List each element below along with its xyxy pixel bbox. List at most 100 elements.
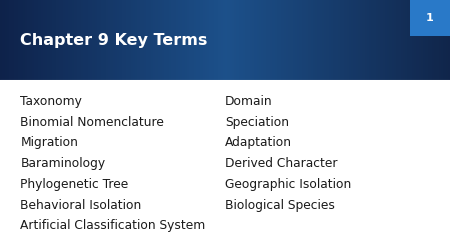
- Text: Speciation: Speciation: [225, 115, 289, 128]
- Bar: [274, 0, 277, 81]
- Bar: [56, 0, 58, 81]
- Bar: [351, 0, 353, 81]
- Bar: [272, 0, 274, 81]
- Bar: [225, 0, 227, 81]
- Bar: [140, 0, 142, 81]
- Bar: [76, 0, 79, 81]
- Bar: [110, 0, 112, 81]
- Bar: [40, 0, 43, 81]
- Bar: [146, 0, 148, 81]
- Bar: [302, 0, 304, 81]
- Bar: [317, 0, 320, 81]
- Bar: [304, 0, 306, 81]
- Bar: [214, 0, 216, 81]
- Bar: [54, 0, 56, 81]
- Text: Biological Species: Biological Species: [225, 198, 335, 211]
- Bar: [356, 0, 358, 81]
- Bar: [79, 0, 81, 81]
- Bar: [400, 0, 403, 81]
- Bar: [448, 0, 450, 81]
- Bar: [117, 0, 119, 81]
- Text: Derived Character: Derived Character: [225, 156, 338, 169]
- Bar: [446, 0, 448, 81]
- Bar: [286, 0, 288, 81]
- Bar: [232, 0, 234, 81]
- Bar: [36, 0, 38, 81]
- Bar: [234, 0, 236, 81]
- Bar: [99, 0, 101, 81]
- Bar: [74, 0, 76, 81]
- Bar: [360, 0, 362, 81]
- Bar: [245, 0, 248, 81]
- Bar: [378, 0, 380, 81]
- Bar: [441, 0, 443, 81]
- Bar: [250, 0, 252, 81]
- Bar: [394, 0, 396, 81]
- Bar: [407, 0, 410, 81]
- Bar: [97, 0, 99, 81]
- Bar: [70, 0, 72, 81]
- Bar: [434, 0, 436, 81]
- Bar: [142, 0, 144, 81]
- Bar: [164, 0, 166, 81]
- Bar: [153, 0, 155, 81]
- Bar: [126, 0, 128, 81]
- Bar: [124, 0, 126, 81]
- Bar: [353, 0, 356, 81]
- Bar: [16, 0, 18, 81]
- Bar: [270, 0, 272, 81]
- Bar: [297, 0, 299, 81]
- Bar: [432, 0, 434, 81]
- Bar: [184, 0, 187, 81]
- Bar: [290, 0, 292, 81]
- Bar: [160, 0, 162, 81]
- Bar: [340, 0, 342, 81]
- Bar: [180, 0, 182, 81]
- Bar: [178, 0, 180, 81]
- Text: Baraminology: Baraminology: [20, 156, 105, 169]
- Bar: [191, 0, 194, 81]
- Bar: [268, 0, 270, 81]
- Bar: [295, 0, 297, 81]
- Bar: [189, 0, 191, 81]
- Bar: [151, 0, 153, 81]
- Bar: [18, 0, 20, 81]
- Bar: [380, 0, 382, 81]
- Bar: [430, 0, 432, 81]
- Bar: [196, 0, 198, 81]
- Text: Artificial Classification System: Artificial Classification System: [20, 218, 206, 231]
- Bar: [104, 0, 106, 81]
- Bar: [263, 0, 266, 81]
- Bar: [418, 0, 421, 81]
- Bar: [162, 0, 164, 81]
- Bar: [45, 0, 47, 81]
- Bar: [187, 0, 189, 81]
- Bar: [0, 0, 2, 81]
- Bar: [315, 0, 317, 81]
- Bar: [261, 0, 263, 81]
- Bar: [326, 0, 328, 81]
- Bar: [11, 0, 13, 81]
- Bar: [405, 0, 407, 81]
- Bar: [288, 0, 290, 81]
- Bar: [403, 0, 405, 81]
- Text: Geographic Isolation: Geographic Isolation: [225, 177, 351, 190]
- Bar: [148, 0, 151, 81]
- Bar: [227, 0, 230, 81]
- Bar: [292, 0, 295, 81]
- Bar: [216, 0, 218, 81]
- Bar: [106, 0, 108, 81]
- Bar: [194, 0, 196, 81]
- Text: Behavioral Isolation: Behavioral Isolation: [20, 198, 141, 211]
- Bar: [202, 0, 205, 81]
- Bar: [335, 0, 338, 81]
- Bar: [374, 0, 376, 81]
- Bar: [63, 0, 65, 81]
- Bar: [115, 0, 117, 81]
- Bar: [358, 0, 360, 81]
- Bar: [220, 0, 223, 81]
- Bar: [29, 0, 32, 81]
- Bar: [256, 0, 259, 81]
- Bar: [421, 0, 423, 81]
- Bar: [410, 0, 450, 37]
